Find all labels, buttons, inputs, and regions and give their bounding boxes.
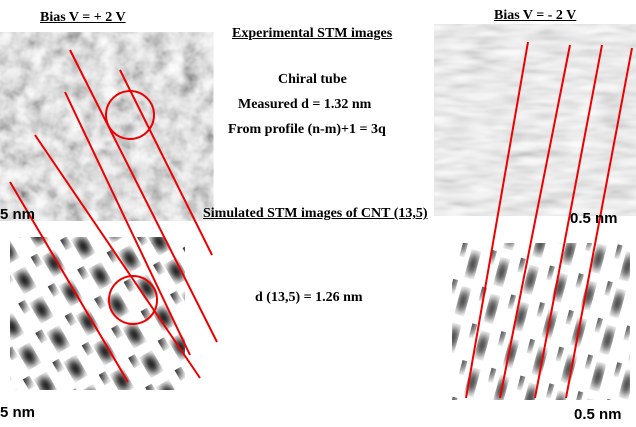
heading: Experimental STM images: [232, 26, 392, 42]
slide: Bias V = + 2 V Experimental STM images B…: [0, 0, 636, 427]
label: Bias V = - 2 V: [494, 8, 576, 24]
scale-label: 5 nm: [0, 404, 35, 421]
text: Chiral tube: [278, 72, 347, 88]
text: From profile (n-m)+1 = 3q: [228, 122, 386, 138]
text: Measured d = 1.32 nm: [238, 97, 371, 113]
scale-label: 0.5 nm: [574, 406, 622, 423]
stm-image: [10, 48, 195, 205]
scale-label: 0.5 nm: [570, 210, 618, 227]
text: d (13,5) = 1.26 nm: [255, 290, 363, 306]
stm-image: [452, 40, 630, 200]
sim-image: [10, 237, 185, 390]
label: Bias V = + 2 V: [40, 10, 126, 26]
scale-label: 5 nm: [0, 206, 35, 223]
heading: Simulated STM images of CNT (13,5): [203, 206, 428, 222]
